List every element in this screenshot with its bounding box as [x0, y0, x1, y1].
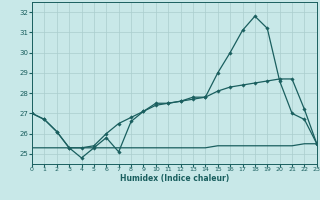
X-axis label: Humidex (Indice chaleur): Humidex (Indice chaleur) — [120, 174, 229, 183]
